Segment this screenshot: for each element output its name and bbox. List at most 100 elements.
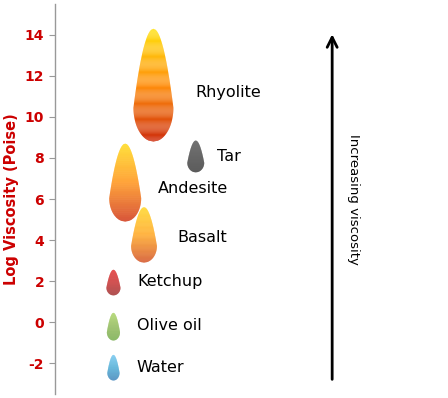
Polygon shape <box>141 58 166 59</box>
Polygon shape <box>109 202 141 203</box>
Polygon shape <box>118 154 133 155</box>
Polygon shape <box>112 210 139 211</box>
Polygon shape <box>139 213 149 214</box>
Polygon shape <box>123 144 128 145</box>
Polygon shape <box>117 155 133 156</box>
Polygon shape <box>146 39 161 40</box>
Polygon shape <box>110 193 141 194</box>
Polygon shape <box>135 123 171 124</box>
Polygon shape <box>111 187 140 188</box>
Polygon shape <box>137 83 170 84</box>
Polygon shape <box>112 182 139 183</box>
Polygon shape <box>138 215 150 216</box>
Polygon shape <box>109 200 141 201</box>
Polygon shape <box>139 66 168 67</box>
Polygon shape <box>134 98 172 99</box>
Polygon shape <box>115 216 136 217</box>
Polygon shape <box>112 178 138 179</box>
Polygon shape <box>136 88 171 89</box>
Polygon shape <box>138 74 169 75</box>
Polygon shape <box>117 156 133 157</box>
Polygon shape <box>112 211 138 212</box>
Polygon shape <box>141 209 147 210</box>
Polygon shape <box>139 67 168 68</box>
Polygon shape <box>131 250 156 251</box>
Polygon shape <box>138 71 168 72</box>
Polygon shape <box>112 212 138 213</box>
Polygon shape <box>135 95 172 96</box>
Polygon shape <box>132 251 156 252</box>
Polygon shape <box>136 259 152 260</box>
Polygon shape <box>114 215 136 216</box>
Polygon shape <box>138 129 169 130</box>
Polygon shape <box>134 115 173 116</box>
Polygon shape <box>113 172 137 173</box>
Polygon shape <box>136 89 171 90</box>
Polygon shape <box>113 174 137 175</box>
Polygon shape <box>114 169 136 170</box>
Polygon shape <box>138 77 169 78</box>
Polygon shape <box>140 210 148 211</box>
Polygon shape <box>134 106 173 107</box>
Polygon shape <box>138 214 150 215</box>
Polygon shape <box>137 126 170 127</box>
Polygon shape <box>142 52 164 53</box>
Text: Ketchup: Ketchup <box>137 273 202 289</box>
Polygon shape <box>121 146 129 147</box>
Polygon shape <box>135 226 153 227</box>
Polygon shape <box>144 44 163 45</box>
Polygon shape <box>112 181 138 182</box>
Polygon shape <box>136 85 170 86</box>
Text: Olive oil: Olive oil <box>137 318 202 333</box>
Polygon shape <box>139 212 149 213</box>
Polygon shape <box>135 258 153 259</box>
Polygon shape <box>132 241 156 242</box>
Polygon shape <box>135 121 172 122</box>
Polygon shape <box>141 57 166 58</box>
Polygon shape <box>138 78 169 80</box>
Polygon shape <box>135 92 172 93</box>
Polygon shape <box>135 224 153 225</box>
Polygon shape <box>111 188 140 189</box>
Polygon shape <box>109 197 141 198</box>
Polygon shape <box>137 84 170 85</box>
Polygon shape <box>148 34 159 35</box>
Polygon shape <box>145 42 162 43</box>
Polygon shape <box>138 75 169 76</box>
Polygon shape <box>138 73 168 74</box>
Polygon shape <box>134 104 173 105</box>
Polygon shape <box>134 101 172 102</box>
Polygon shape <box>138 216 151 217</box>
Polygon shape <box>137 218 151 219</box>
Polygon shape <box>112 180 138 181</box>
Polygon shape <box>135 96 172 98</box>
Polygon shape <box>132 242 156 243</box>
Polygon shape <box>140 132 167 133</box>
Polygon shape <box>139 211 148 212</box>
Polygon shape <box>134 118 172 119</box>
Polygon shape <box>121 147 129 148</box>
Polygon shape <box>113 175 138 176</box>
Polygon shape <box>116 161 134 162</box>
Polygon shape <box>109 196 141 197</box>
Polygon shape <box>146 139 161 140</box>
Polygon shape <box>111 186 139 187</box>
Polygon shape <box>115 164 135 165</box>
Polygon shape <box>144 46 163 47</box>
Polygon shape <box>134 119 172 120</box>
Polygon shape <box>138 76 169 77</box>
Polygon shape <box>133 234 155 235</box>
Polygon shape <box>115 166 136 167</box>
Polygon shape <box>131 245 157 246</box>
Polygon shape <box>134 114 173 115</box>
Polygon shape <box>141 61 166 62</box>
Polygon shape <box>134 113 173 114</box>
Polygon shape <box>134 107 173 108</box>
Polygon shape <box>145 43 162 44</box>
Text: Basalt: Basalt <box>177 230 227 246</box>
Polygon shape <box>142 207 146 208</box>
Polygon shape <box>137 127 170 129</box>
Polygon shape <box>132 238 156 239</box>
Polygon shape <box>136 222 152 223</box>
Polygon shape <box>134 233 155 234</box>
